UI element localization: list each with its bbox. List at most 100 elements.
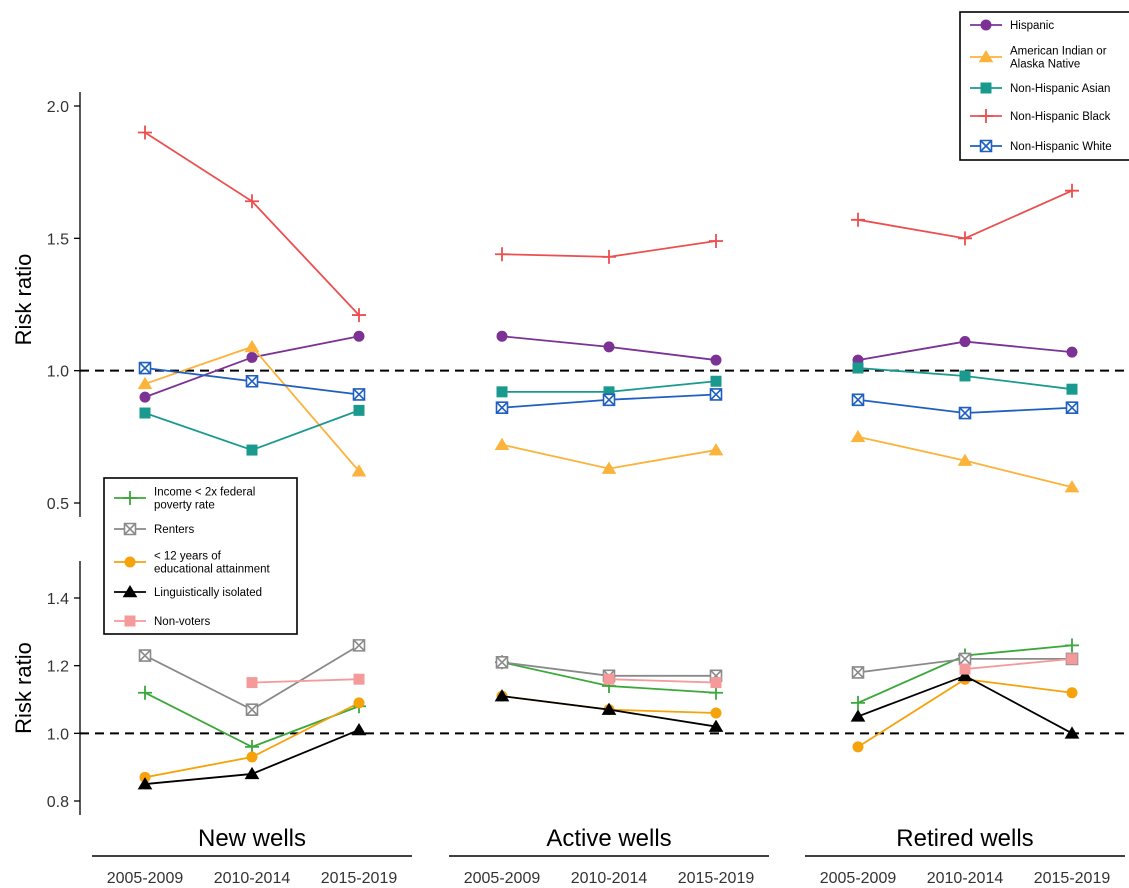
series-non-hispanic-asian bbox=[139, 362, 1078, 456]
american-indian-or-alaska-native-point bbox=[850, 429, 866, 443]
renters-point bbox=[138, 649, 152, 662]
american-indian-or-alaska-native-point bbox=[244, 339, 260, 353]
renters-point bbox=[958, 652, 972, 666]
legend-label: Alaska Native bbox=[1010, 59, 1080, 71]
non-voters-point bbox=[1066, 653, 1078, 665]
panel-title-active-wells: Active wells bbox=[546, 825, 671, 852]
american-indian-or-alaska-native-point bbox=[708, 443, 724, 456]
hispanic-point bbox=[710, 354, 722, 366]
12-years-of-educational-attainment-point bbox=[852, 741, 864, 753]
legend-label: Renters bbox=[154, 524, 195, 536]
non-hispanic-black-point bbox=[495, 247, 509, 262]
y-tick-label: 2.0 bbox=[47, 99, 69, 116]
non-voters-line-retired-wells bbox=[964, 658, 1073, 670]
series-non-hispanic-white bbox=[138, 361, 1079, 420]
linguistically-isolated-point bbox=[601, 702, 617, 715]
legend-key-marker bbox=[979, 139, 993, 153]
x-tick-label: 2010-2014 bbox=[571, 870, 648, 887]
non-hispanic-white-point bbox=[602, 393, 616, 407]
non-hispanic-black-point bbox=[851, 212, 865, 227]
hispanic-point bbox=[139, 391, 151, 403]
non-hispanic-asian-point bbox=[710, 375, 722, 387]
non-hispanic-white-point bbox=[1065, 401, 1079, 415]
panel-title-retired-wells: Retired wells bbox=[896, 825, 1033, 852]
hispanic-point bbox=[353, 330, 365, 342]
non-hispanic-black-point bbox=[245, 194, 259, 209]
non-hispanic-black-point bbox=[709, 233, 723, 248]
non-hispanic-asian-point bbox=[246, 444, 258, 456]
legend-key-marker bbox=[123, 522, 137, 536]
non-hispanic-asian-point bbox=[603, 386, 615, 398]
x-tick-label: 2010-2014 bbox=[214, 870, 291, 887]
hispanic-point bbox=[496, 330, 508, 342]
non-hispanic-asian-point bbox=[1066, 383, 1078, 395]
legend-label: American Indian or bbox=[1010, 46, 1107, 58]
y-tick-label: 1.4 bbox=[47, 591, 69, 608]
x-tick-label: 2005-2009 bbox=[107, 870, 184, 887]
linguistically-isolated-point bbox=[351, 722, 367, 736]
linguistically-isolated-point bbox=[957, 668, 973, 682]
x-tick-label: 2015-2019 bbox=[678, 870, 755, 887]
linguistically-isolated-point bbox=[137, 777, 153, 790]
series-hispanic bbox=[139, 330, 1078, 403]
income-2x-federal-poverty-rate-point bbox=[138, 685, 152, 700]
income-2x-federal-poverty-rate-point bbox=[851, 695, 865, 710]
x-tick-label: 2005-2009 bbox=[820, 870, 897, 887]
non-hispanic-white-point bbox=[352, 388, 366, 401]
legend-key-marker bbox=[124, 556, 136, 568]
y-tick-label: 1.2 bbox=[47, 659, 69, 676]
legend-key-marker bbox=[979, 109, 993, 123]
non-hispanic-white-point bbox=[851, 393, 865, 407]
legend-key-marker bbox=[123, 491, 137, 505]
renters-point bbox=[495, 655, 509, 669]
non-hispanic-white-point bbox=[709, 388, 723, 401]
non-hispanic-black-point bbox=[1065, 183, 1079, 198]
legend-label: Income < 2x federal bbox=[154, 487, 255, 499]
x-tick-label: 2015-2019 bbox=[321, 870, 398, 887]
legend-label: Hispanic bbox=[1010, 20, 1054, 32]
legend-key-marker bbox=[980, 82, 992, 94]
hispanic-point bbox=[959, 336, 971, 348]
legend-key-marker bbox=[980, 19, 992, 31]
series-non-hispanic-black bbox=[138, 125, 1079, 323]
renters-point bbox=[851, 666, 865, 679]
american-indian-or-alaska-native-point bbox=[351, 464, 367, 477]
non-hispanic-asian-line-new-wells bbox=[144, 409, 360, 452]
y-tick-label: 0.5 bbox=[47, 496, 69, 513]
series-linguistically-isolated bbox=[137, 668, 1080, 790]
legend-key-marker bbox=[124, 615, 136, 627]
non-voters-point bbox=[959, 663, 971, 675]
y-tick-label: 1.5 bbox=[47, 231, 69, 248]
series-american-indian-or-alaska-native bbox=[137, 339, 1080, 493]
12-years-of-educational-attainment-point bbox=[1066, 687, 1078, 699]
renters-point bbox=[352, 639, 366, 652]
legend-socioeconomic-frame bbox=[103, 477, 298, 635]
series-non-voters bbox=[246, 653, 1078, 689]
income-2x-federal-poverty-rate-point bbox=[1065, 638, 1079, 653]
non-voters-point bbox=[603, 673, 615, 685]
non-hispanic-black-point bbox=[958, 231, 972, 246]
legend-label: Non-voters bbox=[154, 616, 210, 628]
non-hispanic-black-line-retired-wells bbox=[857, 189, 1073, 240]
linguistically-isolated-point bbox=[708, 719, 724, 732]
linguistically-isolated-point bbox=[244, 766, 260, 780]
non-hispanic-asian-point bbox=[959, 370, 971, 382]
legend-label: Non-Hispanic Black bbox=[1010, 111, 1111, 123]
hispanic-point bbox=[246, 351, 258, 363]
12-years-of-educational-attainment-point bbox=[710, 707, 722, 719]
series-layer bbox=[137, 125, 1080, 790]
american-indian-or-alaska-native-point bbox=[601, 461, 617, 474]
hispanic-point bbox=[1066, 346, 1078, 358]
y-axis-title: Risk ratio bbox=[11, 642, 36, 734]
legend-label: Linguistically isolated bbox=[154, 587, 262, 599]
american-indian-or-alaska-native-point bbox=[494, 437, 510, 451]
non-hispanic-white-point bbox=[958, 406, 972, 420]
non-hispanic-black-point bbox=[602, 249, 616, 264]
legend-key-marker bbox=[122, 585, 138, 598]
legend-label: < 12 years of bbox=[154, 551, 222, 563]
american-indian-or-alaska-native-point bbox=[1064, 480, 1080, 493]
